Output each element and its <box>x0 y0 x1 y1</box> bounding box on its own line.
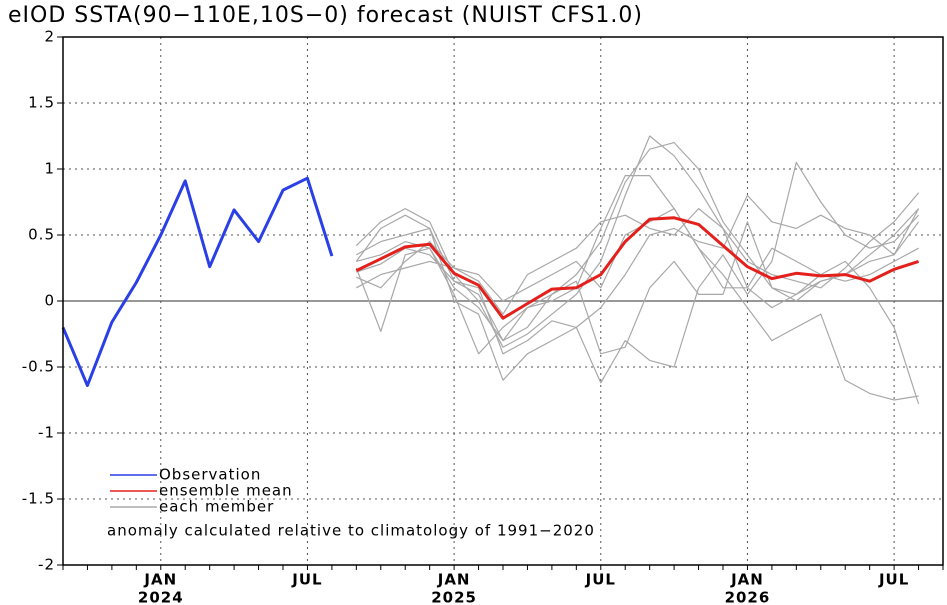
annotation: anomaly calculated relative to climatolo… <box>107 522 595 540</box>
legend-label: ensemble mean <box>159 482 293 500</box>
x-tick-label: JUL <box>878 571 909 589</box>
y-tick-label: 1.5 <box>28 94 55 112</box>
x-year-label: 2025 <box>431 589 477 605</box>
y-tick-label: -2 <box>38 556 55 574</box>
chart-title: eIOD SSTA(90−110E,10S−0) forecast (NUIST… <box>8 3 643 28</box>
series-line <box>355 135 920 348</box>
series-line <box>356 208 920 405</box>
y-tick-label: 2 <box>44 28 55 46</box>
x-tick-label: JAN <box>437 571 471 589</box>
y-tick-label: -0.5 <box>22 358 55 376</box>
x-tick-label: JAN <box>143 571 177 589</box>
y-tick-label: 0.5 <box>28 226 55 244</box>
x-tick-label: JUL <box>291 571 322 589</box>
y-tick-label: 1 <box>44 160 55 178</box>
x-tick-label: JAN <box>730 571 764 589</box>
x-year-label: 2024 <box>138 589 184 605</box>
x-year-label: 2026 <box>725 589 771 605</box>
series-line <box>355 216 920 320</box>
y-tick-label: -1.5 <box>22 490 55 508</box>
series-line <box>355 142 920 342</box>
series-line <box>355 175 919 401</box>
series-line <box>356 194 920 381</box>
series-line <box>356 161 920 384</box>
legend-label: Observation <box>159 466 261 484</box>
series-line <box>356 208 920 355</box>
series-line <box>61 176 334 387</box>
y-tick-label: -1 <box>38 424 55 442</box>
y-tick-label: 0 <box>44 292 55 310</box>
legend-label: each member <box>159 498 274 516</box>
x-tick-label: JUL <box>585 571 616 589</box>
plot-frame <box>62 36 944 566</box>
